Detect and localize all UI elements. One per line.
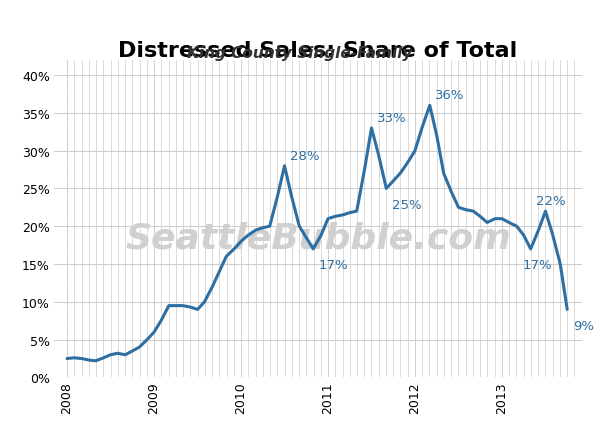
Text: 25%: 25% [392,198,421,211]
Text: 9%: 9% [573,319,594,332]
Text: 17%: 17% [319,259,349,272]
Text: 22%: 22% [536,195,566,208]
Text: SeattleBubble.com: SeattleBubble.com [125,221,511,255]
Text: 17%: 17% [523,259,552,272]
Title: Distressed Sales: Share of Total: Distressed Sales: Share of Total [118,41,518,61]
Text: 36%: 36% [436,89,465,102]
Text: 33%: 33% [377,112,407,125]
Text: King County Single-Family: King County Single-Family [187,46,413,60]
Text: 28%: 28% [290,149,320,162]
